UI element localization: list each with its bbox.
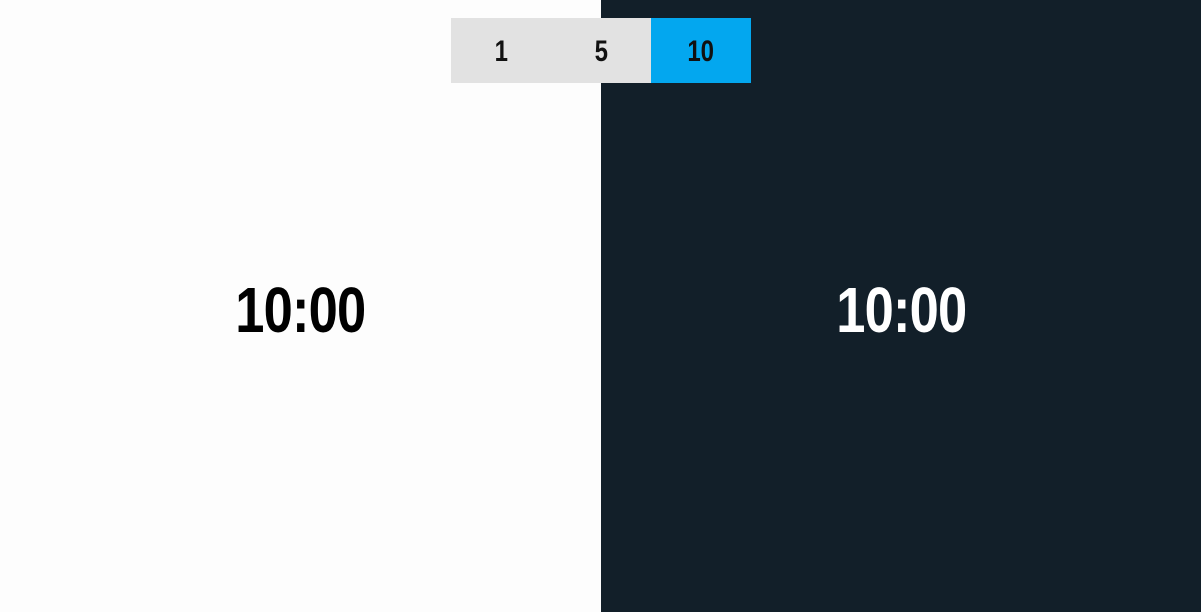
option-5-label: 5 xyxy=(594,34,608,68)
light-timer-display: 10:00 xyxy=(235,274,366,346)
option-1-label: 1 xyxy=(494,34,508,68)
option-5-button[interactable]: 5 xyxy=(551,18,651,83)
minutes-selector: 1 5 10 xyxy=(451,18,751,83)
option-1-button[interactable]: 1 xyxy=(451,18,551,83)
dark-timer-display: 10:00 xyxy=(835,274,967,346)
dark-timer-panel: 10:00 xyxy=(601,0,1201,612)
option-10-label: 10 xyxy=(687,34,715,68)
option-10-button[interactable]: 10 xyxy=(651,18,751,83)
light-timer-panel: 10:00 xyxy=(235,274,367,346)
